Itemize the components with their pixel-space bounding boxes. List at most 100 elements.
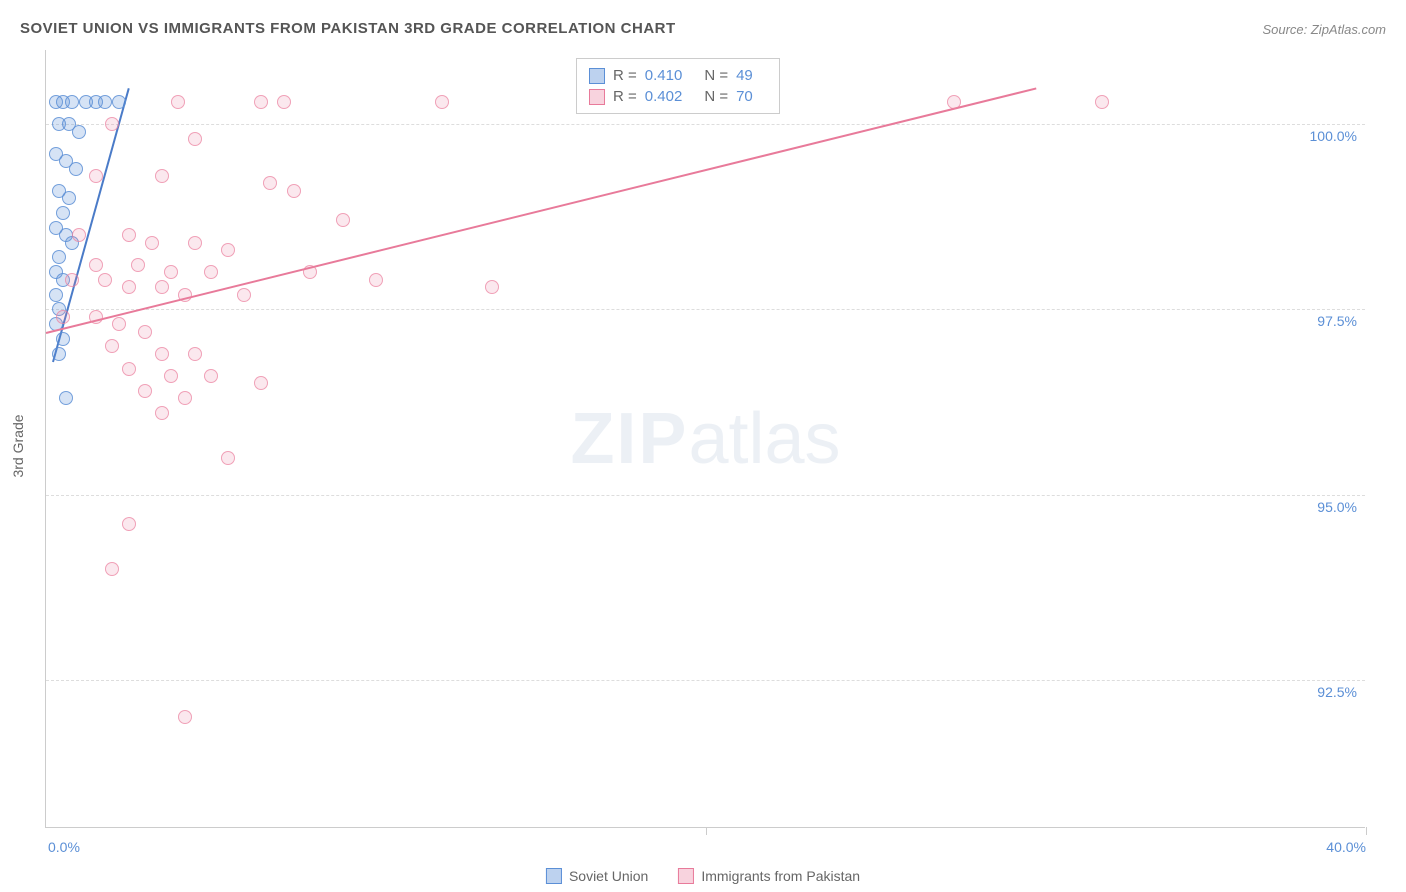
- chart-title: SOVIET UNION VS IMMIGRANTS FROM PAKISTAN…: [20, 20, 676, 37]
- scatter-point: [122, 362, 136, 376]
- n-value-pink: 70: [736, 88, 753, 105]
- y-tick-label: 100.0%: [1310, 128, 1357, 144]
- stats-box: R = 0.410 N = 49 R = 0.402 N = 70: [576, 58, 780, 114]
- scatter-point: [155, 280, 169, 294]
- scatter-point: [62, 191, 76, 205]
- n-label: N =: [704, 88, 728, 105]
- scatter-point: [188, 236, 202, 250]
- scatter-point: [56, 332, 70, 346]
- scatter-point: [138, 384, 152, 398]
- source-label: Source: ZipAtlas.com: [1262, 22, 1386, 37]
- gridline: [46, 124, 1365, 125]
- scatter-point: [178, 288, 192, 302]
- scatter-point: [303, 265, 317, 279]
- scatter-point: [105, 117, 119, 131]
- scatter-point: [947, 95, 961, 109]
- watermark-light: atlas: [688, 399, 840, 479]
- scatter-point: [105, 562, 119, 576]
- scatter-point: [131, 258, 145, 272]
- y-tick-label: 92.5%: [1317, 684, 1357, 700]
- y-axis-label: 3rd Grade: [10, 414, 26, 477]
- legend-label-pakistan: Immigrants from Pakistan: [701, 868, 860, 884]
- n-label: N =: [704, 67, 728, 84]
- r-value-pink: 0.402: [645, 88, 683, 105]
- scatter-point: [188, 132, 202, 146]
- scatter-point: [178, 710, 192, 724]
- legend-label-soviet: Soviet Union: [569, 868, 648, 884]
- legend-item-soviet: Soviet Union: [546, 868, 648, 884]
- scatter-point: [204, 265, 218, 279]
- scatter-point: [89, 258, 103, 272]
- scatter-point: [155, 347, 169, 361]
- scatter-point: [89, 169, 103, 183]
- plot-area: ZIPatlas R = 0.410 N = 49 R = 0.402 N = …: [45, 50, 1365, 828]
- stats-row-pink: R = 0.402 N = 70: [589, 86, 767, 107]
- stats-row-blue: R = 0.410 N = 49: [589, 65, 767, 86]
- scatter-point: [155, 169, 169, 183]
- scatter-point: [112, 95, 126, 109]
- scatter-point: [52, 250, 66, 264]
- scatter-point: [56, 206, 70, 220]
- scatter-point: [98, 95, 112, 109]
- scatter-point: [435, 95, 449, 109]
- scatter-point: [105, 339, 119, 353]
- scatter-point: [221, 451, 235, 465]
- scatter-point: [72, 125, 86, 139]
- swatch-blue-icon: [546, 868, 562, 884]
- scatter-point: [287, 184, 301, 198]
- scatter-point: [485, 280, 499, 294]
- x-tick-label: 0.0%: [48, 839, 80, 855]
- bottom-legend: Soviet Union Immigrants from Pakistan: [546, 868, 860, 884]
- scatter-point: [164, 369, 178, 383]
- swatch-pink-icon: [678, 868, 694, 884]
- scatter-point: [178, 391, 192, 405]
- x-tick: [1366, 827, 1367, 835]
- scatter-point: [336, 213, 350, 227]
- watermark-bold: ZIP: [570, 399, 688, 479]
- scatter-point: [122, 280, 136, 294]
- y-tick-label: 97.5%: [1317, 313, 1357, 329]
- swatch-pink-icon: [589, 89, 605, 105]
- gridline: [46, 495, 1365, 496]
- scatter-point: [112, 317, 126, 331]
- scatter-point: [263, 176, 277, 190]
- scatter-point: [65, 273, 79, 287]
- scatter-point: [59, 391, 73, 405]
- scatter-point: [369, 273, 383, 287]
- gridline: [46, 680, 1365, 681]
- swatch-blue-icon: [589, 68, 605, 84]
- scatter-point: [145, 236, 159, 250]
- legend-item-pakistan: Immigrants from Pakistan: [678, 868, 860, 884]
- n-value-blue: 49: [736, 67, 753, 84]
- scatter-point: [254, 95, 268, 109]
- scatter-point: [52, 347, 66, 361]
- scatter-point: [122, 228, 136, 242]
- scatter-point: [89, 310, 103, 324]
- scatter-point: [237, 288, 251, 302]
- scatter-point: [122, 517, 136, 531]
- scatter-point: [72, 228, 86, 242]
- r-label: R =: [613, 88, 637, 105]
- r-label: R =: [613, 67, 637, 84]
- scatter-point: [204, 369, 218, 383]
- scatter-point: [69, 162, 83, 176]
- scatter-point: [56, 310, 70, 324]
- x-tick: [706, 827, 707, 835]
- scatter-point: [138, 325, 152, 339]
- scatter-point: [49, 288, 63, 302]
- y-tick-label: 95.0%: [1317, 499, 1357, 515]
- gridline: [46, 309, 1365, 310]
- scatter-point: [277, 95, 291, 109]
- scatter-point: [1095, 95, 1109, 109]
- r-value-blue: 0.410: [645, 67, 683, 84]
- scatter-point: [221, 243, 235, 257]
- watermark: ZIPatlas: [570, 398, 840, 480]
- scatter-point: [171, 95, 185, 109]
- scatter-point: [254, 376, 268, 390]
- scatter-point: [155, 406, 169, 420]
- scatter-point: [164, 265, 178, 279]
- x-tick-label: 40.0%: [1326, 839, 1366, 855]
- scatter-point: [98, 273, 112, 287]
- scatter-point: [188, 347, 202, 361]
- scatter-point: [65, 95, 79, 109]
